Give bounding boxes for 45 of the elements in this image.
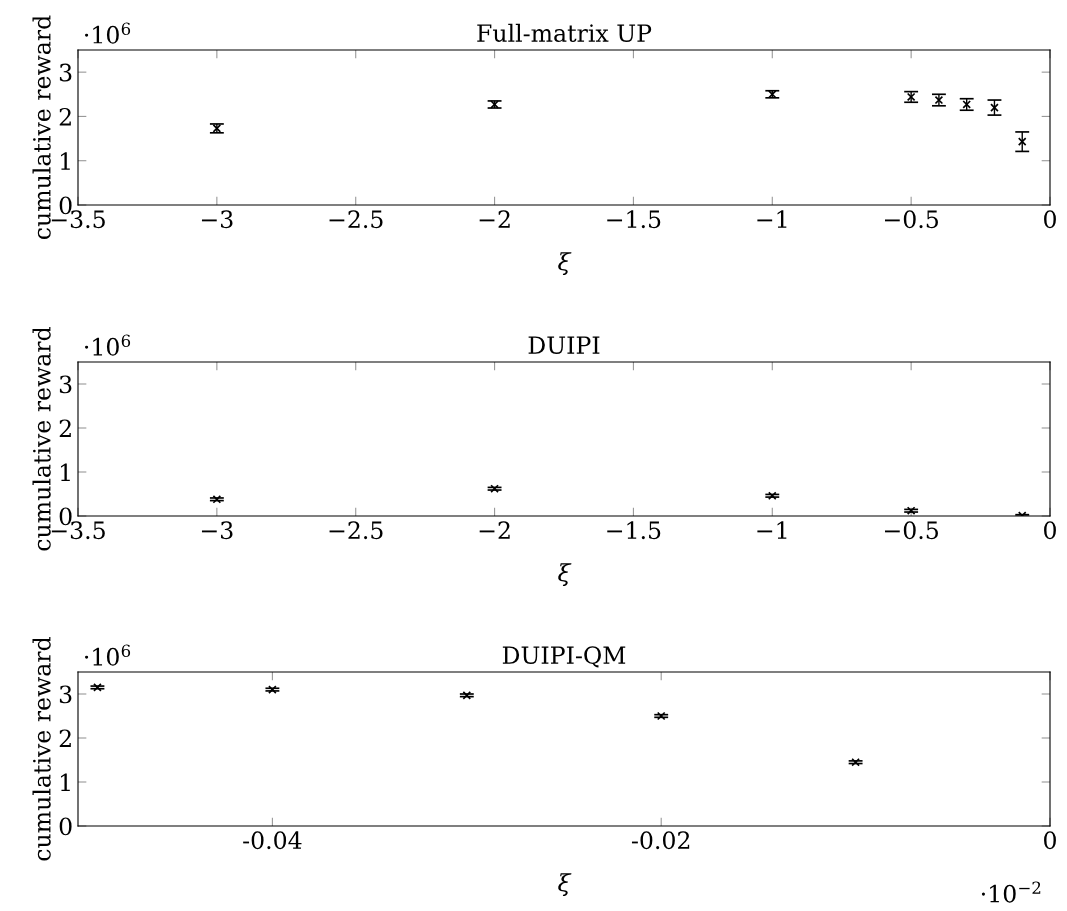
- y-tick-label: 1: [61, 773, 70, 791]
- y-tick-label: 3: [59, 375, 72, 394]
- text: ·10$^{−2}$: [981, 881, 1041, 903]
- y-tick-label: 3: [59, 685, 72, 704]
- y-tick-label: 2: [59, 107, 71, 126]
- text: ·10$^{6}$: [85, 334, 131, 356]
- y-tick-label: 1: [61, 152, 70, 170]
- x-tick-label: 0: [1044, 210, 1056, 229]
- text: ·10$^{6}$: [85, 644, 131, 666]
- x-axis-title: ξ: [558, 873, 572, 897]
- x-tick-label: −2.5: [329, 210, 383, 229]
- point: [990, 103, 999, 112]
- x-tick-label: −3: [201, 210, 233, 229]
- x-tick-label: −2: [479, 521, 510, 539]
- x-tick-label: −0.5: [884, 210, 938, 229]
- y-axis-title: cumulative reward: [32, 15, 51, 240]
- chart-title: DUIPI-QM: [502, 646, 626, 668]
- y-tick-label: 1: [61, 463, 70, 481]
- x-tick-label: -0.02: [631, 831, 690, 850]
- y-tick-label: 3: [59, 63, 72, 82]
- text: ·10$^{6}$: [85, 22, 131, 44]
- x-tick-label: −3: [201, 521, 233, 540]
- y-tick-label: 2: [59, 419, 71, 437]
- y-tick-label: 0: [59, 817, 72, 836]
- x-axis-title: ξ: [558, 563, 572, 587]
- point: [1017, 137, 1027, 146]
- x-tick-label: −2.5: [329, 521, 383, 540]
- x-tick-label: −1: [757, 210, 787, 228]
- point: [962, 100, 971, 109]
- point: [462, 691, 472, 700]
- x-tick-label: −2: [479, 210, 510, 228]
- x-tick-label: −1.5: [607, 210, 661, 229]
- x-tick-label: −1: [757, 521, 787, 539]
- x-tick-label: 0: [1044, 521, 1056, 540]
- chart-title: DUIPI: [528, 336, 600, 354]
- x-tick-label: -0.04: [243, 831, 302, 850]
- x-tick-label: −0.5: [884, 521, 938, 540]
- x-tick-label: 0: [1044, 831, 1056, 850]
- y-tick-label: 2: [59, 729, 71, 747]
- chart-title: Full-matrix UP: [477, 23, 652, 42]
- y-axis-title: cumulative reward: [32, 326, 51, 551]
- x-axis-title: ξ: [558, 252, 572, 276]
- point: [656, 711, 666, 721]
- x-tick-label: −1.5: [607, 521, 661, 540]
- y-axis-title: cumulative reward: [32, 636, 51, 861]
